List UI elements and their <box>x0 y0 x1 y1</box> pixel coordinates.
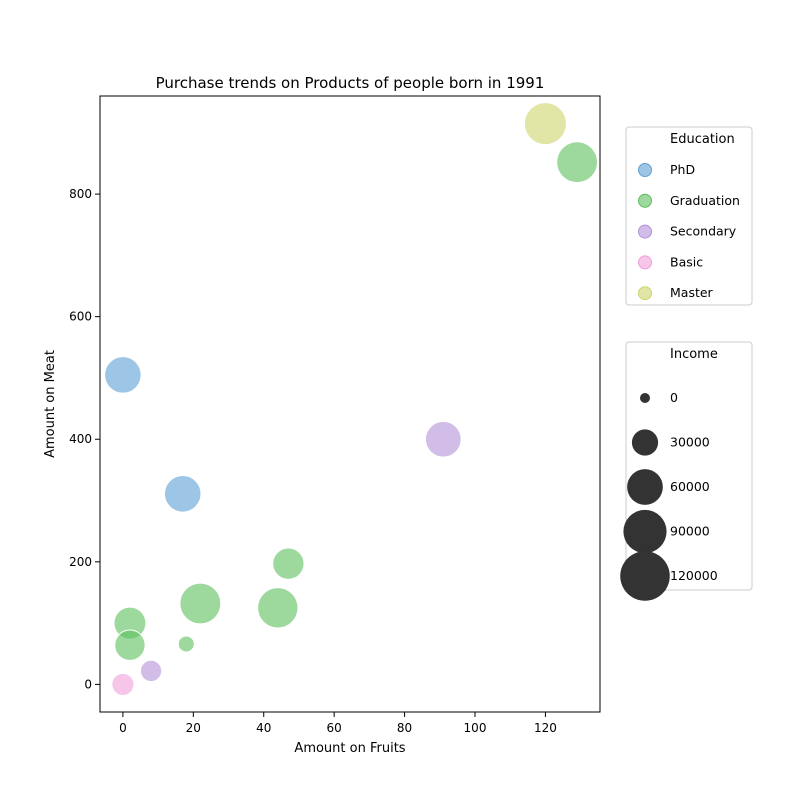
x-axis-ticks: 0 20 40 60 80 100 120 <box>119 712 557 735</box>
education-legend-marker <box>638 193 652 208</box>
x-tick-label: 60 <box>327 721 342 735</box>
income-legend-label: 120000 <box>670 568 718 583</box>
data-point <box>257 587 299 629</box>
y-tick-label: 400 <box>69 432 92 446</box>
education-legend-marker <box>638 286 652 301</box>
x-tick-label: 100 <box>464 721 487 735</box>
education-legend-box <box>625 126 753 306</box>
y-axis-ticks: 0 200 400 600 800 <box>69 187 100 691</box>
data-point <box>556 141 599 184</box>
education-legend-label: Secondary <box>670 224 737 239</box>
education-legend: Education PhD Graduation Secondary Basic Mas… <box>625 126 753 306</box>
income-legend-label: 90000 <box>670 524 710 539</box>
income-legend-label: 60000 <box>670 479 710 494</box>
education-legend-label: Master <box>670 285 714 300</box>
data-point <box>272 547 305 580</box>
data-points <box>104 102 599 697</box>
income-legend-marker <box>631 429 659 456</box>
x-tick-label: 120 <box>534 721 557 735</box>
plot-frame <box>99 95 601 713</box>
data-point <box>523 102 567 146</box>
chart-title: Purchase trends on Products of people bo… <box>156 74 545 92</box>
data-point <box>177 635 195 653</box>
data-point <box>111 672 135 697</box>
x-tick-label: 20 <box>186 721 201 735</box>
data-point <box>139 659 163 683</box>
x-tick-label: 0 <box>119 721 127 735</box>
education-legend-marker <box>638 224 652 239</box>
x-tick-label: 80 <box>397 721 412 735</box>
education-legend-label: Basic <box>670 254 703 269</box>
data-point <box>114 629 146 661</box>
income-legend: Income 0 30000 60000 90000 120000 <box>620 341 753 601</box>
education-legend-marker <box>638 255 652 270</box>
income-legend-title: Income <box>670 347 718 362</box>
income-legend-label: 0 <box>670 390 678 405</box>
data-point <box>424 420 462 458</box>
data-point <box>104 356 142 394</box>
income-legend-marker <box>640 393 650 403</box>
income-legend-marker <box>627 469 663 505</box>
income-legend-label: 30000 <box>670 435 710 450</box>
education-legend-marker <box>638 163 652 177</box>
data-point <box>163 475 202 513</box>
x-tick-label: 40 <box>256 721 271 735</box>
education-legend-title: Education <box>670 132 735 147</box>
y-tick-label: 600 <box>69 310 92 324</box>
education-legend-label: Graduation <box>670 193 740 208</box>
education-legend-label: PhD <box>670 162 695 177</box>
y-tick-label: 0 <box>84 677 92 691</box>
y-tick-label: 800 <box>69 187 92 201</box>
income-legend-marker <box>620 551 670 601</box>
y-tick-label: 200 <box>69 555 92 569</box>
income-legend-marker <box>623 509 667 554</box>
y-axis-label: Amount on Meat <box>43 350 58 458</box>
x-axis-label: Amount on Fruits <box>294 741 405 756</box>
data-point <box>179 582 222 625</box>
